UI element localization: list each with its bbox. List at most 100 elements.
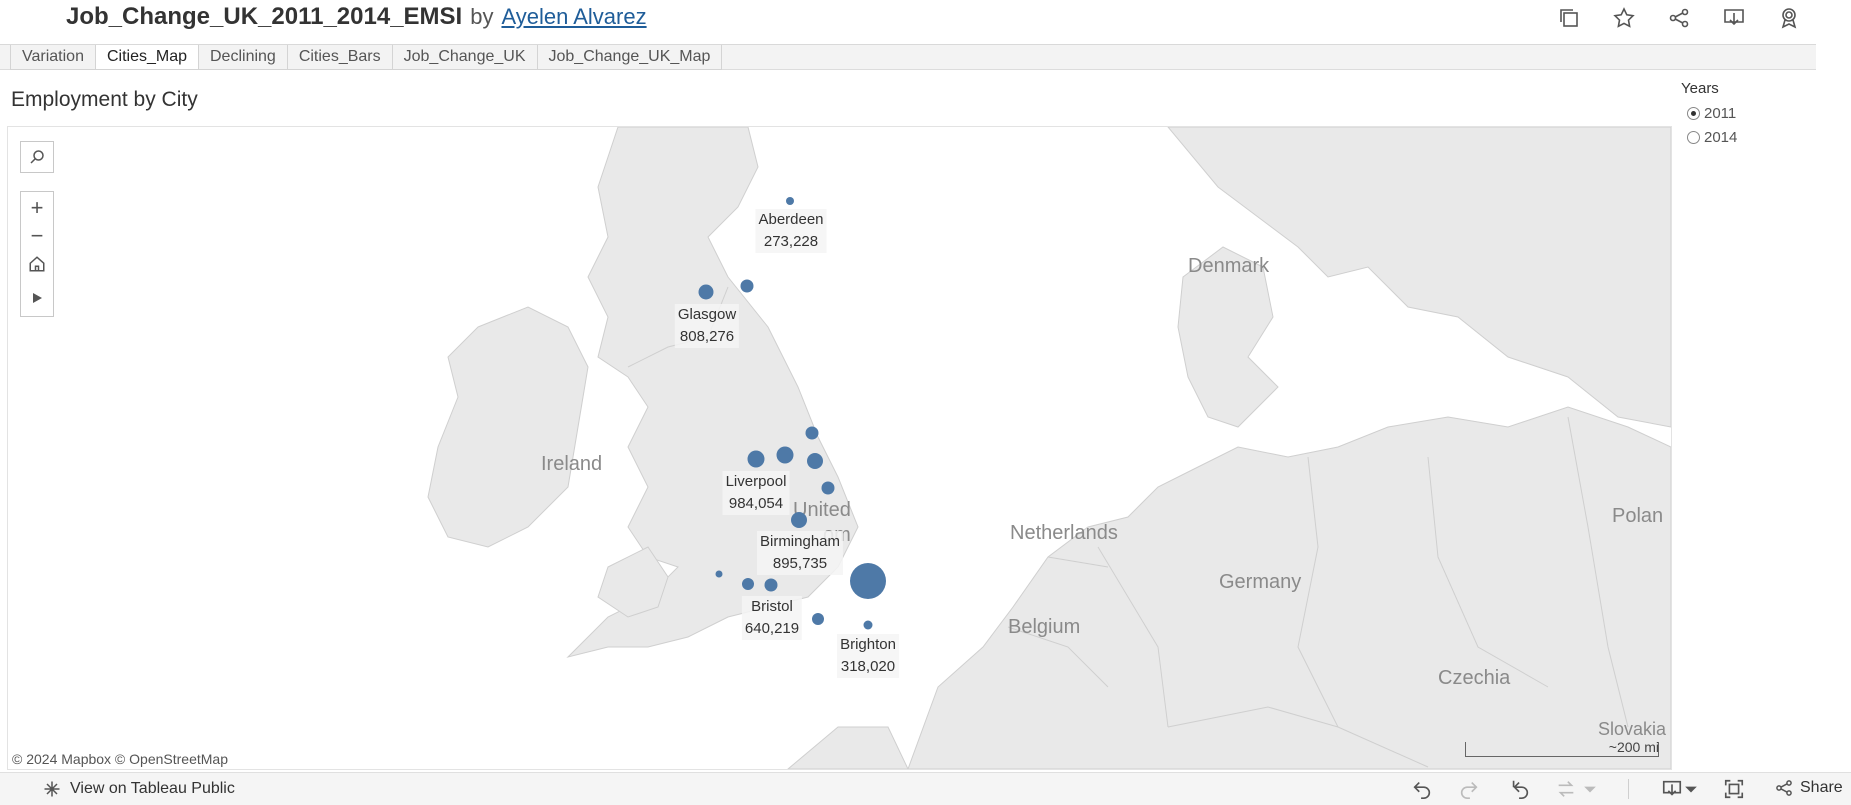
fullscreen-button[interactable] [1721,777,1747,801]
city-mark-manchester[interactable] [776,446,794,464]
chevron-down-icon [1584,786,1596,793]
city-label-brighton: Brighton 318,020 [837,634,899,678]
refresh-button[interactable] [1553,777,1579,801]
download-dropdown[interactable] [1684,777,1698,801]
country-label-ireland: Ireland [541,453,603,475]
header-divider [0,44,1816,45]
city-mark-glasgow[interactable] [698,284,714,300]
sheet-title: Employment by City [11,88,198,111]
city-name: Glasgow [674,304,740,326]
map-scale-bar [1465,742,1659,757]
city-mark-nottingham[interactable] [821,481,835,495]
city-name: Brighton [837,634,899,656]
city-label-liverpool: Liverpool 984,054 [722,471,790,515]
city-mark-birmingham[interactable] [791,512,807,528]
search-icon [30,150,44,164]
city-mark-leeds[interactable] [805,426,819,440]
header: Job_Change_UK_2011_2014_EMSI by Ayelen Alv… [0,0,1851,38]
refresh-dropdown[interactable] [1583,777,1597,801]
play-triangle-icon [33,293,42,303]
filter-option-label: 2014 [1704,128,1738,146]
city-mark-southampton[interactable] [812,613,824,625]
country-label-denmark: Denmark [1188,255,1270,277]
city-mark-edinburgh[interactable] [740,279,754,293]
map-view[interactable]: Denmark Ireland United om Netherlands Ge… [7,126,1672,770]
city-name: Aberdeen [755,209,827,231]
map-tools-expand-button[interactable] [21,284,53,312]
filter-title: Years [1681,80,1719,97]
plus-icon: + [30,195,44,220]
fullscreen-icon [1724,779,1744,799]
city-marks [698,197,886,630]
country-label-germany: Germany [1219,571,1302,593]
author-link[interactable]: Ayelen Alvarez [501,4,647,29]
chevron-down-icon [1685,786,1697,793]
city-value: 984,054 [722,493,790,515]
country-label-czechia: Czechia [1438,667,1511,689]
zoom-controls: + − [20,191,54,317]
radio-checked-icon[interactable] [1687,106,1700,120]
radio-unchecked-icon[interactable] [1687,130,1700,144]
share-label: Share [1800,779,1843,796]
zoom-out-button[interactable]: − [21,222,53,250]
favorite-star-icon[interactable] [1610,4,1638,32]
share-network-icon[interactable] [1665,4,1693,32]
city-name: Birmingham [756,531,844,553]
toolbar-separator [1628,779,1629,799]
tab-cities-bars[interactable]: Cities_Bars [287,45,393,70]
view-on-tableau-public-link[interactable]: View on Tableau Public [42,779,235,799]
revert-icon [1512,780,1529,799]
zoom-in-button[interactable]: + [21,194,53,222]
tab-variation[interactable]: Variation [10,45,96,70]
map-search-button[interactable] [20,141,54,173]
refresh-icon [1558,781,1574,797]
city-value: 640,219 [741,618,803,640]
download-button[interactable] [1659,777,1685,801]
tab-cities-map[interactable]: Cities_Map [95,45,199,70]
country-label-slovakia: Slovakia [1598,719,1667,739]
download-icon [1662,780,1682,796]
city-label-glasgow: Glasgow 808,276 [674,304,740,348]
tab-declining[interactable]: Declining [199,45,288,70]
country-label-netherlands: Netherlands [1010,522,1118,544]
filter-option-2011[interactable]: 2011 [1681,101,1841,125]
city-mark-cardiff[interactable] [742,578,754,590]
tab-job-change-uk[interactable]: Job_Change_UK [392,45,538,70]
city-mark-sheffield[interactable] [807,453,823,469]
download-tray-icon[interactable] [1720,4,1748,32]
city-value: 808,276 [674,326,740,348]
revert-button[interactable] [1507,777,1533,801]
country-label-belgium: Belgium [1008,616,1081,638]
workbook-title: Job_Change_UK_2011_2014_EMSI by Ayelen Alv… [66,3,647,31]
city-mark-aberdeen[interactable] [786,197,794,205]
city-value: 895,735 [756,553,844,575]
map-scale-label: ~200 mi [1608,739,1659,755]
home-icon [29,256,45,272]
minus-icon: − [30,223,44,248]
years-filter: Years 2011 2014 [1681,80,1841,149]
city-name: Liverpool [722,471,790,493]
city-mark-brighton[interactable] [863,620,873,630]
by-label: by [470,4,494,29]
redo-icon [1460,781,1478,799]
copy-icon[interactable] [1555,4,1583,32]
filter-option-2014[interactable]: 2014 [1681,125,1841,149]
city-name: Bristol [741,596,803,618]
undo-button[interactable] [1409,777,1435,801]
city-mark-bristol[interactable] [764,578,778,592]
tab-job-change-uk-map[interactable]: Job_Change_UK_Map [537,45,723,70]
city-value: 273,228 [755,231,827,253]
share-button[interactable]: Share [1774,778,1843,798]
bottom-toolbar: View on Tableau Public Share [0,772,1851,805]
redo-button[interactable] [1456,777,1482,801]
country-label-united: United [793,499,851,521]
city-label-birmingham: Birmingham 895,735 [756,531,844,575]
country-label-poland: Polan [1612,505,1664,527]
city-label-bristol: Bristol 640,219 [741,596,803,640]
city-mark-london[interactable] [850,563,886,599]
badge-award-icon[interactable] [1775,4,1803,32]
zoom-home-button[interactable] [21,250,53,278]
city-mark-liverpool[interactable] [747,450,765,468]
filter-option-label: 2011 [1704,104,1737,122]
city-mark-swansea[interactable] [715,570,723,578]
